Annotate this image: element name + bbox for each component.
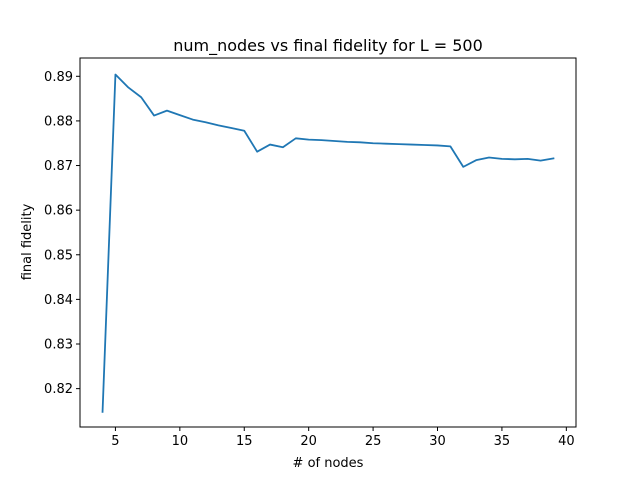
x-axis-label: # of nodes [293, 456, 364, 471]
chart-title: num_nodes vs final fidelity for L = 500 [173, 36, 483, 56]
x-tick-label: 20 [300, 434, 317, 449]
y-axis: 0.82 0.83 0.84 0.85 0.86 0.87 0.88 0.89 [44, 70, 80, 397]
y-tick-label: 0.89 [44, 70, 73, 85]
y-tick-label: 0.83 [44, 338, 73, 353]
series-line [101, 73, 555, 413]
y-tick-label: 0.85 [44, 248, 73, 263]
y-tick-label: 0.82 [44, 382, 73, 397]
x-axis: 5 10 15 20 25 30 35 40 [111, 427, 575, 449]
x-tick-label: 30 [429, 434, 446, 449]
series-layer [101, 73, 555, 413]
y-tick-label: 0.87 [44, 159, 73, 174]
axes-frame [79, 57, 577, 428]
y-tick-label: 0.84 [44, 293, 73, 308]
x-tick-label: 10 [172, 434, 189, 449]
x-tick-label: 15 [236, 434, 253, 449]
plot-area: 5 10 15 20 25 30 35 40 0.82 0.83 0.84 0.85 0.86 0.87… [44, 57, 577, 449]
x-tick-label: 5 [111, 434, 119, 449]
x-tick-label: 40 [558, 434, 575, 449]
x-tick-label: 25 [365, 434, 382, 449]
y-tick-label: 0.86 [44, 204, 73, 219]
x-tick-label: 35 [494, 434, 511, 449]
y-axis-label: final fidelity [20, 203, 35, 280]
y-tick-label: 0.88 [44, 114, 73, 129]
